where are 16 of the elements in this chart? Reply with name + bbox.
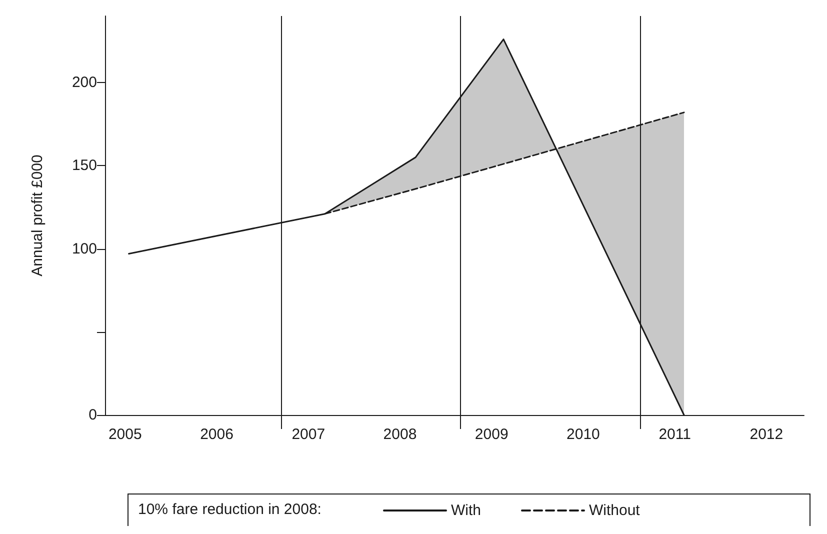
x-tick-label: 2011 (658, 426, 691, 443)
x-tick-label: 2008 (383, 426, 417, 443)
y-tick-label: 150 (72, 157, 97, 174)
x-tick-label: 2005 (108, 426, 142, 443)
x-tick-label: 2010 (566, 426, 600, 443)
x-tick-label: 2006 (200, 426, 234, 443)
x-tick-label: 2012 (750, 426, 784, 443)
y-tick-label: 0 (88, 406, 97, 424)
legend-label: Without (589, 502, 641, 519)
y-axis-title: Annual profit £000 (29, 154, 46, 276)
legend-label: With (451, 502, 481, 519)
y-tick-label: 100 (72, 240, 97, 258)
legend-title: 10% fare reduction in 2008: (138, 501, 322, 518)
y-tick-label: 200 (72, 74, 97, 91)
x-tick-label: 2009 (474, 426, 508, 443)
x-tick-label: 2007 (292, 426, 326, 443)
